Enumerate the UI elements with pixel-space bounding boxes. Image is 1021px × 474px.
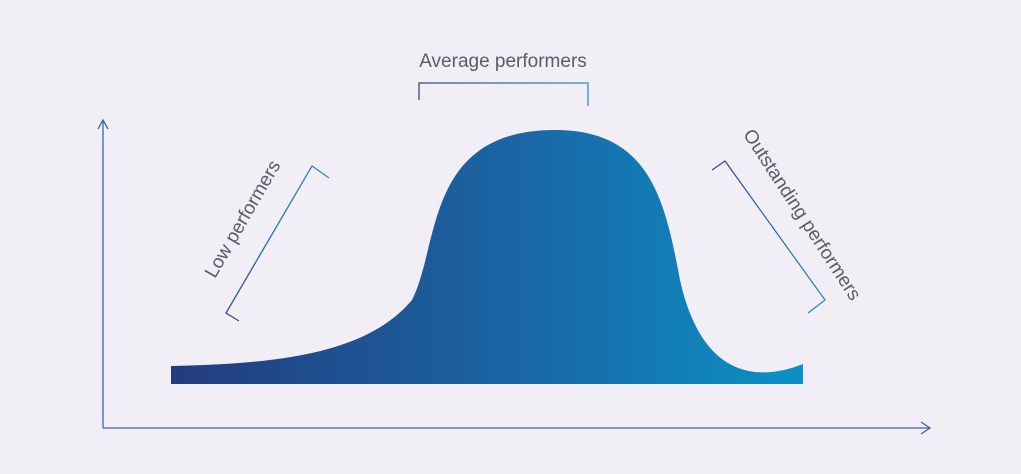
average-bracket	[418, 82, 589, 106]
arrow-up-icon	[97, 118, 109, 130]
average-performers-label: Average performers	[419, 51, 587, 72]
axes	[97, 118, 932, 435]
arrow-right-icon	[920, 421, 932, 435]
low-bracket	[225, 165, 330, 322]
outstanding-bracket	[711, 160, 826, 314]
low-performers-label: Low performers	[201, 157, 285, 282]
bell-curve	[171, 130, 803, 384]
outstanding-performers-label: Outstanding performers	[738, 126, 864, 305]
